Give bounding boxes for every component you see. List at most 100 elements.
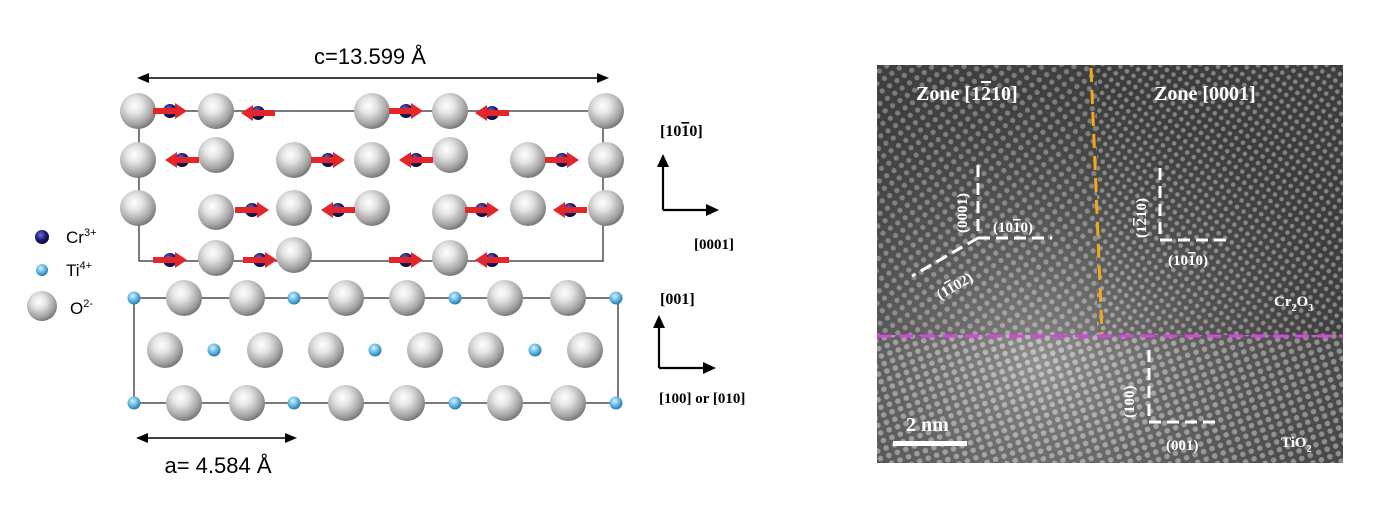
plane-label-10-10-right: (1010) bbox=[1168, 253, 1208, 269]
plane-markers-left bbox=[911, 165, 1052, 278]
o-atom bbox=[354, 190, 390, 226]
spin-arrow bbox=[243, 252, 277, 268]
ti-atom bbox=[287, 396, 301, 410]
o-atom bbox=[354, 142, 390, 178]
cr-legend-icon bbox=[35, 230, 49, 244]
o-atom bbox=[308, 332, 344, 368]
o-atom bbox=[120, 142, 156, 178]
legend: Cr3+ Ti4+ O2- bbox=[27, 227, 97, 321]
plane-label-100: (100) bbox=[1122, 386, 1138, 419]
tio2-phase-label: TiO2 bbox=[1281, 435, 1312, 455]
o-atom bbox=[276, 190, 312, 226]
o-legend-icon bbox=[27, 291, 57, 321]
spin-arrow bbox=[235, 202, 269, 218]
o-atom bbox=[328, 280, 364, 316]
o-atom bbox=[432, 240, 468, 276]
o-atom bbox=[229, 385, 265, 421]
scale-bar bbox=[893, 441, 967, 446]
spin-arrow bbox=[465, 202, 499, 218]
c-dimension-label: c=13.599 Å bbox=[314, 44, 426, 69]
o-atom bbox=[166, 280, 202, 316]
plane-markers-tio2 bbox=[1147, 350, 1220, 424]
spin-arrow bbox=[389, 252, 423, 268]
plane-label-1-210: (1210) bbox=[1134, 198, 1150, 238]
a-dimension-arrow bbox=[136, 433, 297, 443]
o-atom bbox=[588, 190, 624, 226]
ti-legend-label: Ti4+ bbox=[66, 260, 92, 280]
c-dimension-arrow bbox=[137, 73, 609, 83]
o-atom bbox=[247, 332, 283, 368]
hrtem-image: Zone [1210] Zone [0001] (0001) (1010) (1… bbox=[877, 65, 1343, 463]
plane-label-0001: (0001) bbox=[955, 193, 971, 233]
o-atom bbox=[550, 385, 586, 421]
o-atom bbox=[229, 280, 265, 316]
cr2o3-vertical-axis-label: [1010] bbox=[660, 123, 703, 140]
plane-label-10-10-left: (1010) bbox=[993, 220, 1033, 236]
plane-markers-right bbox=[1158, 168, 1232, 242]
o-atom bbox=[487, 280, 523, 316]
ti-atom bbox=[528, 343, 542, 357]
spin-arrow bbox=[545, 152, 579, 168]
o-atom bbox=[198, 194, 234, 230]
scale-bar-label: 2 nm bbox=[906, 414, 949, 436]
cr-legend-label: Cr3+ bbox=[66, 227, 97, 247]
o-atom bbox=[354, 93, 390, 129]
spin-arrow bbox=[389, 103, 423, 119]
cr2o3-unit-cell bbox=[138, 110, 604, 262]
tem-contrast-shading bbox=[877, 65, 1343, 463]
ti-legend-icon bbox=[36, 264, 48, 276]
o-atom bbox=[120, 190, 156, 226]
plane-label-001: (001) bbox=[1166, 438, 1199, 454]
zone-right-label: Zone [0001] bbox=[1154, 83, 1256, 105]
o-atom bbox=[147, 332, 183, 368]
a-dimension-label: a= 4.584 Å bbox=[164, 453, 271, 478]
ti-atom bbox=[127, 396, 141, 410]
o-atom bbox=[588, 93, 624, 129]
spin-arrow bbox=[553, 202, 587, 218]
o-atom bbox=[432, 93, 468, 129]
tio2-axes: [001] [100] or [010] bbox=[653, 291, 745, 407]
zone-left-label: Zone [1210] bbox=[916, 83, 1018, 105]
tio2-vertical-axis-label: [001] bbox=[660, 291, 695, 308]
spin-arrow bbox=[311, 152, 345, 168]
o-atom bbox=[276, 142, 312, 178]
o-atom bbox=[389, 385, 425, 421]
o-atom bbox=[432, 194, 468, 230]
o-atom bbox=[389, 280, 425, 316]
zone-boundary-line bbox=[1089, 67, 1104, 335]
o-legend-label: O2- bbox=[70, 298, 93, 318]
o-atom bbox=[198, 240, 234, 276]
o-atom bbox=[276, 237, 312, 273]
spin-arrow bbox=[165, 152, 199, 168]
spin-arrow bbox=[153, 103, 187, 119]
o-atom bbox=[328, 385, 364, 421]
tio2-unit-cell bbox=[133, 297, 619, 404]
ti-atom bbox=[448, 291, 462, 305]
o-atom bbox=[432, 137, 468, 173]
spin-arrow bbox=[399, 152, 433, 168]
o-atom bbox=[510, 190, 546, 226]
cr2o3-horizontal-axis-label: [0001] bbox=[694, 237, 734, 253]
ti-atom bbox=[207, 343, 221, 357]
ti-atom bbox=[127, 291, 141, 305]
o-atom bbox=[407, 332, 443, 368]
ti-atom bbox=[448, 396, 462, 410]
ti-atom bbox=[609, 291, 623, 305]
o-atom bbox=[120, 93, 156, 129]
cr2o3-axes: [1010] [0001] bbox=[657, 123, 734, 253]
spin-arrow bbox=[241, 105, 275, 121]
o-atom bbox=[198, 93, 234, 129]
o-atom bbox=[468, 332, 504, 368]
o-atom bbox=[567, 332, 603, 368]
spin-arrow bbox=[475, 105, 509, 121]
ti-atom bbox=[368, 343, 382, 357]
spin-arrow bbox=[475, 252, 509, 268]
o-atom bbox=[487, 385, 523, 421]
tio2-horizontal-axis-label: [100] or [010] bbox=[659, 391, 745, 407]
o-atom bbox=[166, 385, 202, 421]
ti-atom bbox=[609, 396, 623, 410]
crystal-structure-schematic: c=13.599 Å a= 4.584 Å Cr3+ Ti4+ O2- [101… bbox=[27, 44, 745, 478]
plane-label-1-102: (1102) bbox=[934, 270, 976, 303]
o-atom bbox=[550, 280, 586, 316]
